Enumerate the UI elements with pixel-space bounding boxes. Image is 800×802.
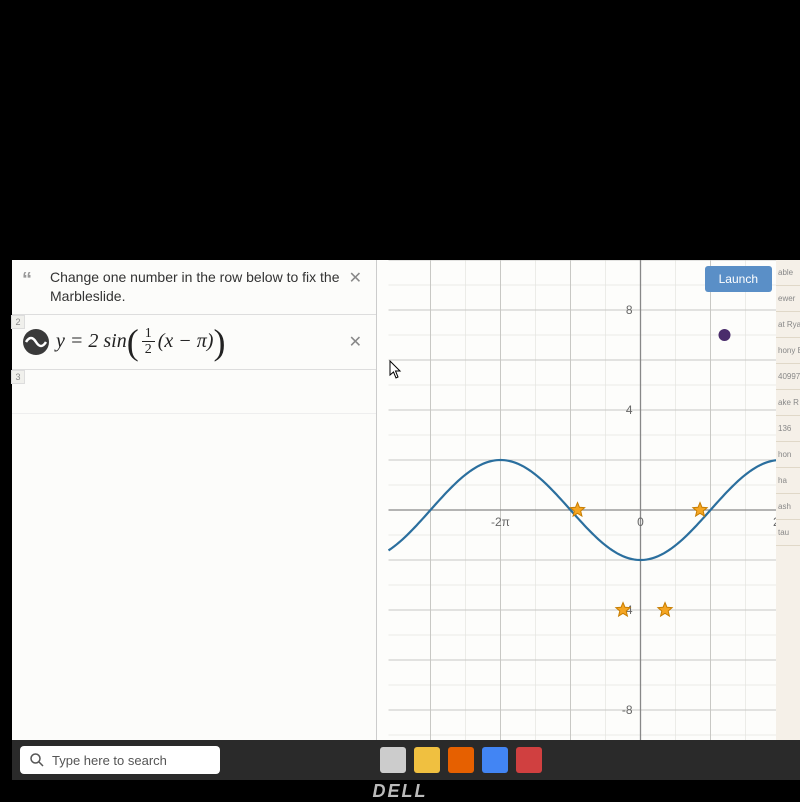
taskbar-icons — [380, 747, 542, 773]
sliver-item: ash — [776, 494, 800, 520]
taskbar: Type here to search — [12, 740, 800, 780]
cursor-icon — [389, 360, 403, 380]
svg-text:0: 0 — [637, 515, 644, 529]
search-placeholder: Type here to search — [52, 753, 167, 768]
launch-button[interactable]: Launch — [705, 266, 772, 292]
sliver-item: 136 — [776, 416, 800, 442]
desktop-screen: “ Change one number in the row below to … — [12, 260, 800, 780]
svg-text:4: 4 — [626, 403, 633, 417]
equation-display[interactable]: y = 2 sin ( 1 2 (x − π) ) — [56, 327, 345, 357]
svg-text:-8: -8 — [622, 703, 633, 717]
search-icon — [30, 753, 44, 767]
sliver-item: ewer — [776, 286, 800, 312]
sliver-item: hony B — [776, 338, 800, 364]
eq-prefix: y = 2 sin — [56, 330, 127, 353]
sliver-item: ha — [776, 468, 800, 494]
editor-panel: “ Change one number in the row below to … — [12, 260, 377, 780]
taskbar-firefox-icon[interactable] — [448, 747, 474, 773]
rparen-icon: ) — [213, 328, 225, 357]
graph-canvas[interactable]: -2π02π84-4-8 — [377, 260, 800, 780]
instruction-row: “ Change one number in the row below to … — [12, 260, 376, 315]
sliver-item: able — [776, 260, 800, 286]
row-number-2: 2 — [11, 315, 25, 329]
taskbar-app-icon[interactable] — [516, 747, 542, 773]
wave-icon — [22, 328, 50, 356]
equation-row[interactable]: 2 y = 2 sin ( 1 2 (x − π) ) ✕ — [12, 315, 376, 370]
sliver-item: 40997 — [776, 364, 800, 390]
sliver-item: tau — [776, 520, 800, 546]
quote-icon: “ — [22, 268, 50, 290]
eq-inner: (x − π) — [158, 330, 214, 353]
fraction: 1 2 — [142, 327, 155, 357]
frac-numerator: 1 — [142, 327, 155, 342]
close-icon[interactable]: ✕ — [345, 332, 366, 352]
row-number-3: 3 — [11, 370, 25, 384]
right-sliver: ableewerat Ryanhony B40997ake R136honhaa… — [776, 260, 800, 740]
search-input[interactable]: Type here to search — [20, 746, 220, 774]
close-icon[interactable]: ✕ — [345, 268, 366, 288]
frac-denominator: 2 — [142, 342, 155, 357]
taskbar-chrome-icon[interactable] — [482, 747, 508, 773]
sliver-item: at Ryan — [776, 312, 800, 338]
dell-logo: DELL — [373, 781, 428, 802]
taskbar-file-explorer-icon[interactable] — [414, 747, 440, 773]
empty-row-3[interactable]: 3 — [12, 370, 376, 414]
instruction-text: Change one number in the row below to fi… — [50, 268, 345, 306]
taskbar-task-view-icon[interactable] — [380, 747, 406, 773]
sliver-item: hon — [776, 442, 800, 468]
sliver-item: ake R — [776, 390, 800, 416]
lparen-icon: ( — [127, 328, 139, 357]
svg-text:8: 8 — [626, 303, 633, 317]
graph-area[interactable]: Launch -2π02π84-4-8 — [377, 260, 800, 780]
svg-text:-2π: -2π — [491, 515, 510, 529]
